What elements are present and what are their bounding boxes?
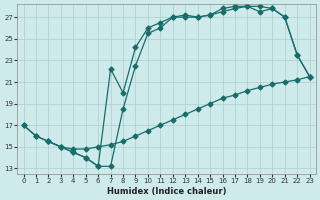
X-axis label: Humidex (Indice chaleur): Humidex (Indice chaleur) xyxy=(107,187,226,196)
